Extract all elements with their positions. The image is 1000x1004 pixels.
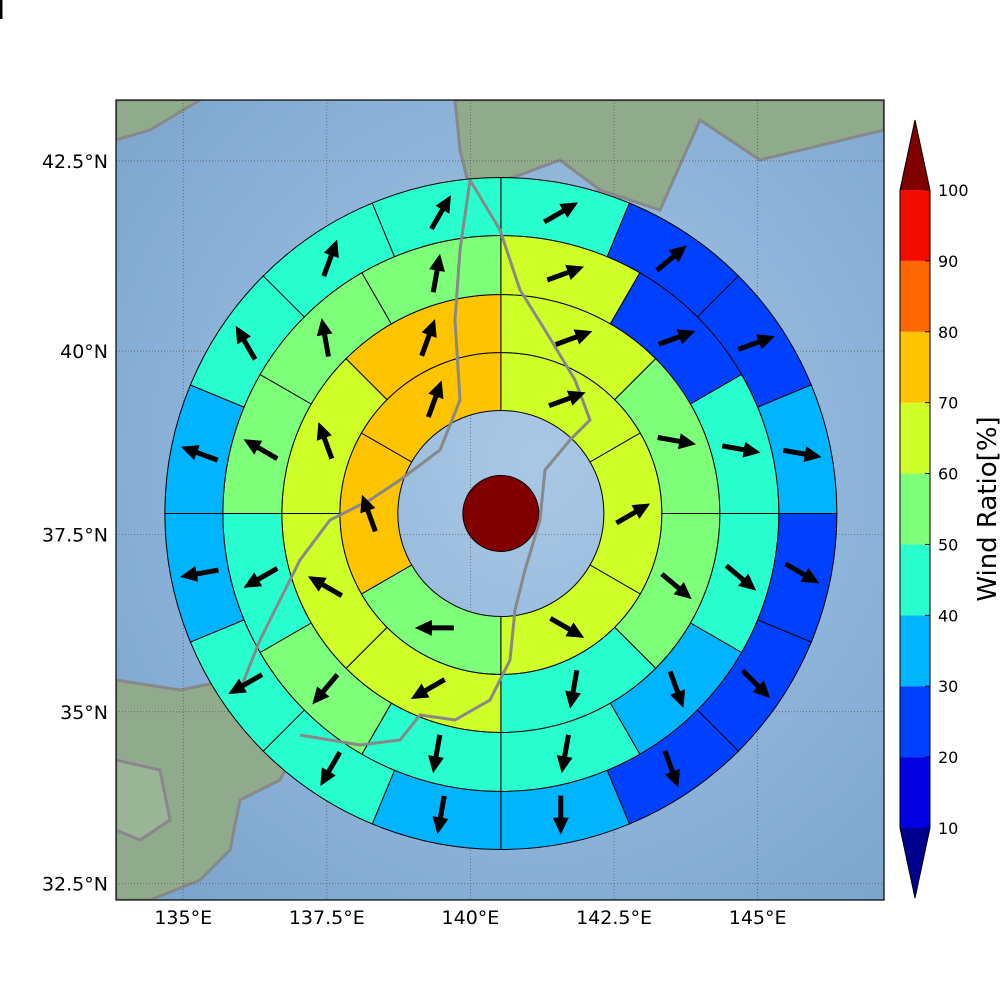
colorbar-tick-label: 10 (938, 819, 958, 838)
colorbar-tick-label: 40 (938, 606, 958, 625)
wind-arrow (321, 239, 339, 277)
wind-arrow (0, 0, 3, 19)
wind-arrow (429, 195, 451, 231)
wind-arrow (546, 264, 584, 283)
wind-arrow (655, 245, 687, 273)
wind-arrow (360, 494, 378, 533)
colorbar-bin (900, 757, 930, 828)
x-tick-label: 140°E (442, 907, 500, 929)
colorbar-tick-label: 50 (938, 535, 958, 554)
wind-arrow (320, 751, 342, 787)
wind-arrow (782, 446, 822, 463)
wind-arrow (784, 561, 820, 584)
colorbar-bin (900, 402, 930, 474)
wind-arrow (724, 563, 757, 591)
land (116, 100, 203, 142)
wind-arrow (419, 319, 437, 357)
wind-arrow (565, 669, 581, 709)
wind-arrow (414, 619, 454, 636)
wind-arrows (0, 0, 822, 835)
colorbar-over (900, 120, 930, 190)
wind-arrow (548, 390, 586, 409)
y-tick-label: 37.5°N (42, 524, 108, 546)
wind-arrow (740, 668, 771, 699)
colorbar-bin (900, 686, 930, 758)
colorbar-bin (900, 544, 930, 616)
wind-arrow (556, 734, 573, 774)
x-tick-label: 135°E (154, 907, 212, 929)
colorbar-tick-label: 20 (938, 748, 958, 767)
colorbar-tick-label: 90 (938, 252, 958, 271)
coastline (238, 179, 592, 747)
colorbar-tick-label: 70 (938, 394, 958, 413)
wind-arrow (660, 572, 692, 600)
wind-arrow (316, 318, 333, 357)
wind-arrow (426, 380, 444, 418)
wind-arrow (721, 441, 761, 458)
wind-arrow (429, 253, 445, 293)
wind-arrow (667, 670, 686, 709)
wind-arrow (243, 566, 279, 588)
y-tick-label: 35°N (60, 702, 108, 724)
wind-arrow (316, 422, 335, 460)
wind-arrow (543, 202, 579, 225)
wind-arrow (657, 433, 697, 450)
y-tick-label: 40°N (60, 341, 108, 363)
wind-arrow (410, 677, 446, 700)
wind-arrow (549, 616, 585, 638)
wind-arrow (432, 795, 449, 835)
y-tick-label: 32.5°N (42, 874, 108, 896)
sectors (164, 177, 838, 851)
x-tick-label: 137.5°E (289, 907, 365, 929)
colorbar-tick-label: 30 (938, 677, 958, 696)
wind-arrow (243, 439, 279, 461)
map-frame (115, 99, 885, 901)
x-tick-label: 142.5°E (576, 907, 652, 929)
colorbar-under (900, 828, 930, 898)
colorbar-bin (900, 615, 930, 687)
wind-arrow (737, 334, 775, 352)
wind-arrow (554, 329, 593, 347)
wind-arrow (312, 673, 340, 705)
colorbar-tick-label: 80 (938, 323, 958, 342)
land (116, 758, 172, 842)
wind-arrow (180, 566, 219, 582)
wind-arrow (615, 503, 651, 526)
wind-arrow (657, 329, 696, 347)
center-circle (462, 475, 540, 553)
wind-arrow (228, 672, 264, 695)
wind-arrow (662, 750, 680, 788)
colorbar-tick-label: 100 (938, 181, 969, 200)
wind-arrow (552, 795, 569, 835)
wind-arrow (180, 445, 219, 463)
colorbar-bin (900, 473, 930, 545)
colorbar-bin (900, 260, 930, 332)
colorbar: 10 20 30 40 50 60 70 80 90 100 Wind Ratio[%] (899, 119, 1000, 899)
colorbar-label: Wind Ratio[%] (973, 416, 1000, 601)
colorbar-bin (900, 190, 930, 261)
colorbar-bin (900, 331, 930, 403)
wind-arrow (428, 734, 444, 774)
colorbar-tick-label: 60 (938, 465, 958, 484)
wind-arrow (235, 325, 258, 361)
axis-ticks: 135°E 137.5°E 140°E 142.5°E 145°E 32.5°N 35°N 3… (42, 151, 787, 929)
y-tick-label: 42.5°N (42, 151, 108, 173)
wind-arrow (308, 576, 344, 598)
x-tick-label: 145°E (729, 907, 787, 929)
